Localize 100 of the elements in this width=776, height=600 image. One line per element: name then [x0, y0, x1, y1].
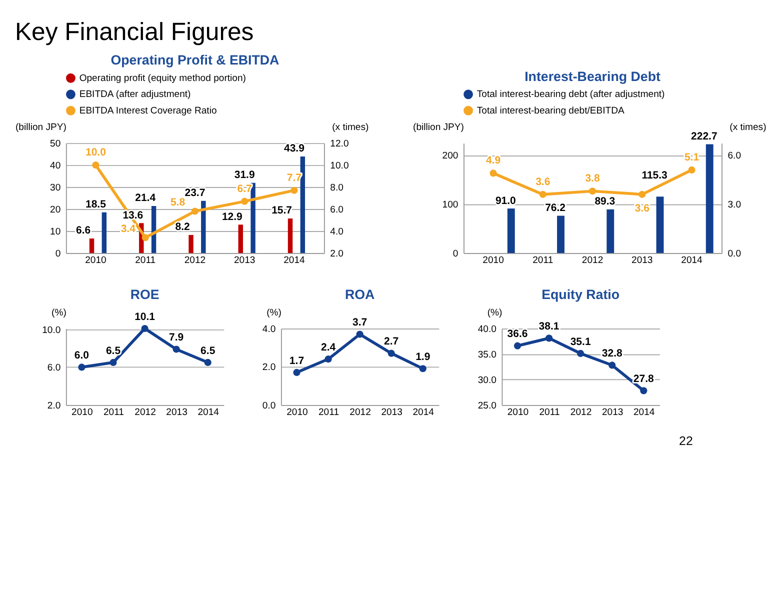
data-label: 6.0 [74, 350, 90, 362]
data-label: 10.0 [85, 146, 106, 159]
data-label: 36.6 [507, 328, 528, 340]
point [191, 208, 198, 215]
data-label: 8.2 [175, 221, 190, 234]
chart-title: Operating Profit & EBITDA [110, 52, 280, 68]
point [608, 362, 616, 369]
chart-title: ROE [130, 286, 160, 302]
point [640, 387, 648, 394]
point [141, 324, 148, 332]
y2-tick-label: 3.0 [728, 200, 742, 210]
data-label: 43.9 [284, 142, 305, 155]
point [204, 358, 212, 366]
data-label: 6.6 [76, 224, 91, 237]
x-tick-label: 2011 [135, 255, 156, 266]
x-tick-label: 2011 [539, 406, 560, 418]
y-axis-title: (billion JPY) [413, 122, 464, 134]
data-label: 18.5 [85, 198, 106, 211]
bar [300, 156, 306, 253]
point [419, 365, 426, 372]
data-label: 5.1 [684, 151, 700, 164]
y2-tick-label: 8.0 [330, 182, 344, 194]
chart-title: ROA [344, 286, 376, 302]
point [539, 190, 546, 198]
y-tick-label: 50 [50, 138, 61, 150]
y-tick-label: 4.0 [262, 324, 276, 335]
y-tick-label: 30 [50, 182, 61, 194]
bar [188, 234, 194, 253]
x-tick-label: 2013 [632, 255, 653, 266]
data-label: 10.1 [134, 310, 156, 323]
data-label: 1.7 [289, 354, 304, 367]
point [688, 166, 696, 174]
point [545, 334, 553, 342]
data-label: 6.5 [200, 344, 216, 357]
x-tick-label: 2011 [318, 406, 340, 418]
y-tick-label: 25.0 [478, 400, 496, 412]
bar [557, 216, 564, 253]
data-label: 6.5 [106, 344, 121, 357]
x-tick-label: 2014 [681, 255, 704, 266]
bar [238, 224, 243, 253]
y-tick-label: 0 [452, 248, 458, 260]
y-tick-label: 100 [442, 200, 458, 210]
x-tick-label: 2012 [350, 406, 371, 418]
legend-label: EBITDA (after adjustment) [79, 89, 191, 100]
y-tick-label: 200 [442, 150, 458, 162]
data-label: 35.1 [570, 336, 591, 348]
point [142, 234, 149, 242]
text: Key Financial Figures [14, 18, 254, 46]
point [324, 356, 332, 363]
bar [201, 200, 206, 253]
data-label: 76.2 [545, 202, 566, 214]
chart-title: Equity Ratio [542, 286, 620, 302]
bar [606, 209, 614, 253]
bar [507, 208, 515, 253]
y-tick-label: 6.0 [47, 362, 61, 374]
y-axis-title: (%) [52, 308, 66, 319]
point [356, 330, 364, 338]
x-tick-label: 2012 [134, 406, 156, 418]
y-tick-label: 2.0 [47, 400, 61, 412]
bar [288, 218, 293, 253]
text: 22 [679, 434, 693, 448]
legend-label: Operating profit (equity method portion) [79, 72, 246, 84]
bar [89, 238, 94, 253]
data-label: 2.7 [384, 336, 399, 348]
x-tick-label: 2011 [532, 255, 554, 266]
legend-label: EBITDA Interest Coverage Ratio [79, 105, 217, 116]
legend-label: Total interest-bearing debt (after adjustment) [476, 89, 665, 100]
bar [102, 212, 107, 253]
x-tick-label: 2010 [85, 255, 106, 266]
y2-tick-label: 4.0 [330, 226, 344, 238]
y2-tick-label: 10.0 [330, 160, 349, 172]
y-tick-label: 35.0 [478, 349, 496, 360]
data-label: 23.7 [184, 187, 206, 200]
x-tick-label: 2012 [570, 406, 592, 418]
y2-tick-label: 2.0 [330, 248, 344, 260]
chart-title: Interest-Bearing Debt [524, 68, 661, 84]
x-tick-label: 2012 [582, 255, 604, 266]
data-label: 31.9 [234, 169, 255, 182]
data-label: 1.9 [416, 351, 430, 364]
data-label: 15.7 [272, 204, 292, 217]
data-label: 4.9 [486, 154, 501, 167]
y-tick-label: 10 [50, 226, 61, 238]
point [241, 198, 248, 205]
x-tick-label: 2011 [103, 406, 124, 418]
x-tick-label: 2014 [284, 255, 306, 266]
y2-axis-title: (x times) [332, 122, 369, 134]
y-axis-title: (billion JPY) [15, 122, 66, 134]
x-tick-label: 2010 [72, 406, 93, 418]
y-axis-title: (%) [266, 308, 282, 319]
point [92, 162, 100, 169]
x-tick-label: 2010 [507, 406, 529, 418]
x-tick-label: 2014 [633, 406, 656, 418]
point [490, 170, 497, 177]
legend-label: Total interest-bearing debt/EBITDA [476, 105, 626, 116]
y2-tick-label: 6.0 [330, 204, 344, 216]
x-tick-label: 2014 [412, 406, 435, 418]
point [638, 190, 646, 198]
point [110, 358, 117, 366]
x-tick-label: 2013 [166, 406, 188, 418]
data-label: 115.3 [642, 170, 668, 182]
